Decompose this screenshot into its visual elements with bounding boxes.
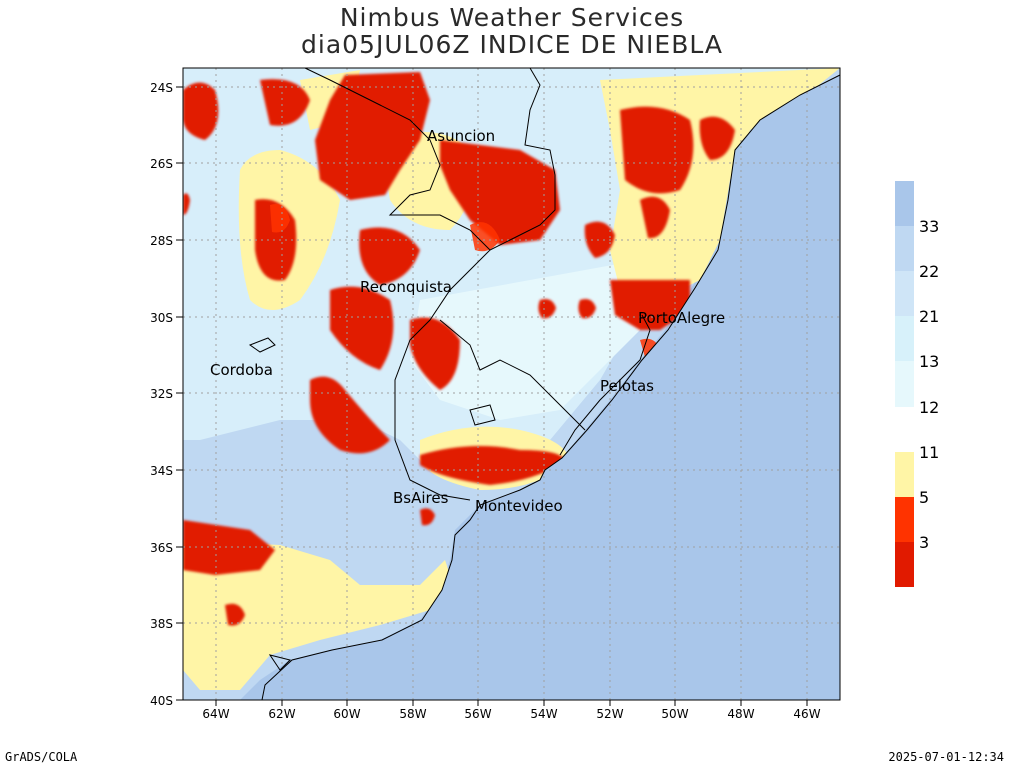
colorbar-swatch — [895, 542, 914, 587]
colorbar-label: 11 — [919, 443, 939, 462]
lat-label: 26S — [150, 157, 173, 171]
lat-label: 24S — [150, 81, 173, 95]
colorbar: 33 22 21 13 12 11 5 3 — [895, 181, 939, 587]
lat-label: 34S — [150, 464, 173, 478]
lon-label: 52W — [596, 707, 623, 721]
colorbar-swatch — [895, 226, 914, 271]
lat-label: 40S — [150, 694, 173, 708]
lon-label: 56W — [464, 707, 491, 721]
lat-label: 32S — [150, 387, 173, 401]
coastline-borders — [248, 67, 841, 701]
longitude-labels: 64W 62W 60W 58W 56W 54W 52W 50W 48W 46W — [202, 707, 820, 721]
colorbar-label: 5 — [919, 488, 929, 507]
colorbar-swatch — [895, 181, 914, 226]
colorbar-label: 12 — [919, 398, 939, 417]
colorbar-label: 21 — [919, 307, 939, 326]
lon-label: 54W — [530, 707, 557, 721]
colorbar-label: 13 — [919, 352, 939, 371]
city-pelotas: Pelotas — [600, 377, 654, 395]
city-reconquista: Reconquista — [360, 278, 452, 296]
lon-label: 60W — [333, 707, 360, 721]
colorbar-swatch — [895, 497, 914, 542]
lat-label: 28S — [150, 234, 173, 248]
city-asuncion: Asuncion — [427, 127, 495, 145]
map-frame — [182, 67, 841, 701]
city-cordoba: Cordoba — [210, 361, 273, 379]
lon-label: 46W — [793, 707, 820, 721]
chart-title: Nimbus Weather Services — [339, 3, 685, 32]
axis-ticks — [176, 86, 808, 706]
footer-software: GrADS/COLA — [5, 750, 78, 764]
colorbar-swatch — [895, 271, 914, 316]
lat-label: 30S — [150, 311, 173, 325]
city-labels: Asuncion Reconquista Cordoba PortoAlegre… — [210, 127, 725, 515]
city-portoalegre: PortoAlegre — [638, 309, 725, 327]
lat-label: 38S — [150, 617, 173, 631]
footer-timestamp: 2025-07-01-12:34 — [888, 750, 1004, 764]
colorbar-swatch — [895, 361, 914, 407]
city-montevideo: Montevideo — [475, 497, 563, 515]
colorbar-label: 3 — [919, 533, 929, 552]
latitude-labels: 24S 26S 28S 30S 32S 34S 36S 38S 40S — [150, 81, 173, 708]
lon-label: 50W — [661, 707, 688, 721]
lon-label: 62W — [268, 707, 295, 721]
colorbar-swatch — [895, 452, 914, 497]
chart-subtitle: dia05JUL06Z INDICE DE NIEBLA — [301, 30, 723, 59]
colorbar-label: 22 — [919, 262, 939, 281]
lon-label: 58W — [399, 707, 426, 721]
lon-label: 64W — [202, 707, 229, 721]
colorbar-label: 33 — [919, 217, 939, 236]
city-bsaires: BsAires — [393, 489, 449, 507]
lat-label: 36S — [150, 541, 173, 555]
colorbar-swatch — [895, 316, 914, 361]
lon-label: 48W — [727, 707, 754, 721]
grid-lines — [183, 68, 840, 700]
